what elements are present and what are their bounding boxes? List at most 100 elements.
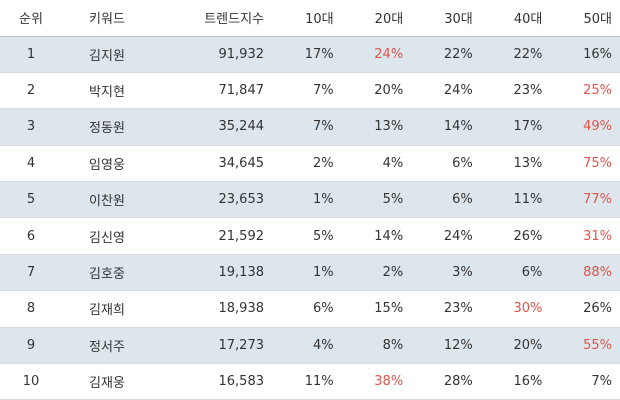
cell-rank: 3 bbox=[26, 119, 36, 135]
cell-keyword: 김재웅 bbox=[89, 376, 125, 392]
table-row: 2 박지현 71,847 7% 20% 24% 23% 25% bbox=[0, 72, 620, 109]
cell-keyword: 정서주 bbox=[89, 339, 125, 355]
cell-rank: 9 bbox=[26, 337, 36, 353]
cell-age-30s: 6% bbox=[452, 155, 473, 171]
cell-age-40s: 11% bbox=[513, 192, 543, 208]
cell-age-30s: 24% bbox=[443, 83, 473, 99]
cell-age-30s: 6% bbox=[452, 192, 473, 208]
cell-age-30s: 28% bbox=[443, 374, 473, 390]
cell-trend-index: 34,645 bbox=[218, 155, 265, 171]
cell-age-20s: 4% bbox=[382, 155, 404, 171]
cell-age-50s: 16% bbox=[583, 46, 612, 62]
cell-age-20s: 20% bbox=[374, 83, 404, 99]
cell-age-30s: 24% bbox=[443, 228, 473, 244]
cell-age-50s: 7% bbox=[591, 374, 612, 390]
table-row: 10 김재웅 16,583 11% 38% 28% 16% 7% bbox=[0, 364, 620, 400]
cell-age-20s: 15% bbox=[374, 301, 404, 317]
cell-age-20s: 14% bbox=[374, 228, 404, 244]
header-age-10s: 10대 bbox=[305, 12, 334, 28]
cell-age-20s: 2% bbox=[382, 265, 404, 281]
cell-age-10s: 4% bbox=[312, 337, 334, 353]
cell-age-30s: 3% bbox=[452, 265, 473, 281]
cell-keyword: 정동원 bbox=[89, 121, 125, 137]
cell-age-50s: 26% bbox=[583, 301, 612, 317]
header-age-50s: 50대 bbox=[583, 12, 612, 28]
cell-rank: 6 bbox=[26, 228, 36, 244]
cell-rank: 1 bbox=[26, 46, 36, 62]
cell-age-10s: 17% bbox=[304, 46, 334, 62]
header-age-40s: 40대 bbox=[513, 12, 543, 28]
header-age-20s: 20대 bbox=[374, 12, 404, 28]
cell-trend-index: 71,847 bbox=[218, 83, 265, 99]
cell-age-10s: 7% bbox=[312, 83, 334, 99]
cell-rank: 7 bbox=[26, 265, 36, 281]
cell-trend-index: 19,138 bbox=[218, 265, 265, 281]
cell-trend-index: 35,244 bbox=[218, 119, 265, 135]
cell-age-10s: 2% bbox=[312, 155, 334, 171]
cell-keyword: 김지원 bbox=[89, 48, 125, 64]
cell-keyword: 김호중 bbox=[89, 267, 125, 283]
table-row: 4 임영웅 34,645 2% 4% 6% 13% 75% bbox=[0, 145, 620, 182]
cell-age-20s: 5% bbox=[382, 192, 404, 208]
cell-age-10s: 1% bbox=[312, 192, 334, 208]
table-row: 9 정서주 17,273 4% 8% 12% 20% 55% bbox=[0, 327, 620, 364]
cell-age-20s: 24% bbox=[374, 46, 404, 62]
cell-age-50s: 75% bbox=[583, 155, 612, 171]
cell-age-10s: 5% bbox=[312, 228, 334, 244]
cell-age-30s: 14% bbox=[443, 119, 473, 135]
cell-age-50s: 25% bbox=[583, 83, 612, 99]
header-age-30s: 30대 bbox=[444, 12, 473, 28]
cell-keyword: 이찬원 bbox=[89, 194, 125, 210]
cell-trend-index: 23,653 bbox=[218, 192, 265, 208]
cell-age-10s: 6% bbox=[312, 301, 334, 317]
cell-age-40s: 26% bbox=[513, 228, 543, 244]
table-row: 1 김지원 91,932 17% 24% 22% 22% 16% bbox=[0, 36, 620, 73]
cell-age-50s: 88% bbox=[583, 265, 612, 281]
cell-age-40s: 22% bbox=[513, 46, 543, 62]
header-keyword: 키워드 bbox=[89, 12, 125, 28]
cell-age-10s: 1% bbox=[312, 265, 334, 281]
cell-rank: 8 bbox=[26, 301, 36, 317]
cell-age-40s: 6% bbox=[521, 265, 543, 281]
cell-rank: 10 bbox=[22, 374, 40, 390]
cell-trend-index: 21,592 bbox=[218, 228, 265, 244]
table-row: 7 김호중 19,138 1% 2% 3% 6% 88% bbox=[0, 254, 620, 291]
cell-age-40s: 17% bbox=[513, 119, 543, 135]
table-row: 3 정동원 35,244 7% 13% 14% 17% 49% bbox=[0, 108, 620, 146]
cell-age-30s: 22% bbox=[443, 46, 473, 62]
cell-age-30s: 12% bbox=[443, 337, 473, 353]
cell-rank: 2 bbox=[26, 83, 36, 99]
cell-age-20s: 8% bbox=[382, 337, 404, 353]
cell-age-20s: 13% bbox=[374, 119, 404, 135]
cell-age-50s: 49% bbox=[583, 119, 612, 135]
header-row: 순위 키워드 트렌드지수 10대 20대 30대 40대 50대 bbox=[0, 0, 620, 36]
cell-age-50s: 77% bbox=[583, 192, 612, 208]
cell-age-30s: 23% bbox=[443, 301, 473, 317]
cell-rank: 4 bbox=[26, 155, 36, 171]
cell-trend-index: 17,273 bbox=[218, 337, 265, 353]
table-row: 5 이찬원 23,653 1% 5% 6% 11% 77% bbox=[0, 181, 620, 218]
cell-trend-index: 91,932 bbox=[218, 46, 265, 62]
table-header: 순위 키워드 트렌드지수 10대 20대 30대 40대 50대 bbox=[0, 0, 620, 36]
cell-keyword: 박지현 bbox=[89, 85, 125, 101]
cell-age-10s: 11% bbox=[304, 374, 334, 390]
cell-age-20s: 38% bbox=[374, 374, 404, 390]
table-row: 8 김재희 18,938 6% 15% 23% 30% 26% bbox=[0, 291, 620, 328]
cell-age-40s: 13% bbox=[513, 155, 543, 171]
cell-keyword: 김신영 bbox=[89, 230, 125, 246]
cell-keyword: 임영웅 bbox=[89, 157, 125, 173]
cell-age-50s: 31% bbox=[583, 228, 612, 244]
header-rank: 순위 bbox=[19, 12, 43, 28]
table-row: 6 김신영 21,592 5% 14% 24% 26% 31% bbox=[0, 218, 620, 255]
table-body: 1 김지원 91,932 17% 24% 22% 22% 16% 2 박지현 71,847 7% 20%… bbox=[0, 36, 620, 400]
cell-keyword: 김재희 bbox=[89, 303, 125, 319]
cell-trend-index: 16,583 bbox=[218, 374, 265, 390]
cell-age-10s: 7% bbox=[312, 119, 334, 135]
cell-age-40s: 30% bbox=[513, 301, 543, 317]
header-trend-index: 트렌드지수 bbox=[204, 12, 264, 28]
cell-rank: 5 bbox=[26, 192, 36, 208]
cell-age-40s: 20% bbox=[513, 337, 543, 353]
cell-age-50s: 55% bbox=[583, 337, 612, 353]
cell-trend-index: 18,938 bbox=[218, 301, 265, 317]
